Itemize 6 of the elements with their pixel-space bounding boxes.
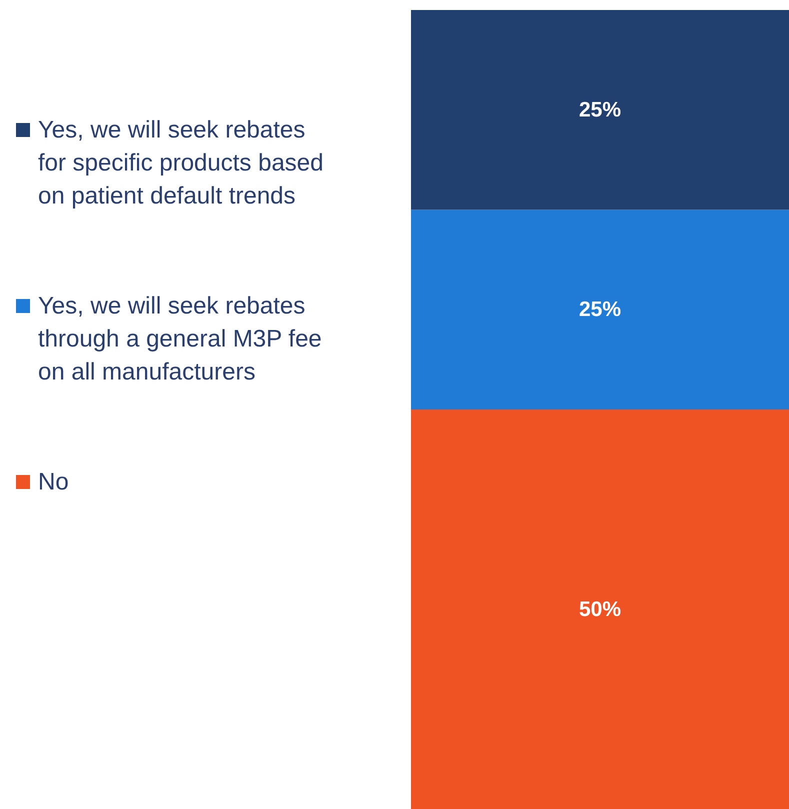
legend-label: No bbox=[38, 468, 69, 496]
data-label: 25% bbox=[578, 298, 622, 322]
legend-label: Yes, we will seek rebates for specific products based on patient default trends bbox=[38, 116, 324, 210]
data-label: 50% bbox=[578, 598, 622, 621]
legend-label: Yes, we will seek rebates through a general M3P fee on all manufacturers bbox=[38, 292, 322, 386]
data-label: 25% bbox=[578, 98, 622, 122]
